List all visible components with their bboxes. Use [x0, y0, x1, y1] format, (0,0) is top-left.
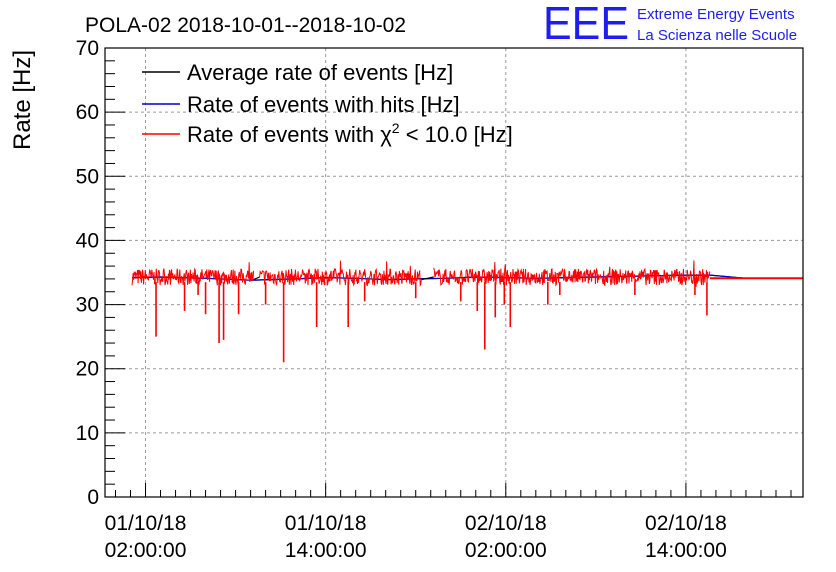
y-tick-label: 20	[76, 358, 99, 381]
series-chi2-band	[131, 262, 255, 286]
x-tick-label-date: 02/10/18	[465, 512, 547, 535]
brand-logo: EEE Extreme Energy Events La Scienza nel…	[543, 0, 797, 49]
legend: Average rate of events [Hz] Rate of even…	[142, 60, 513, 147]
y-tick-label: 30	[76, 294, 99, 317]
y-tick-label: 50	[76, 165, 99, 188]
series-layer	[131, 260, 803, 363]
legend-label-average: Average rate of events [Hz]	[187, 60, 453, 85]
chart-title: POLA-02 2018-10-01--2018-10-02	[85, 14, 406, 37]
y-tick-label: 60	[76, 101, 99, 124]
eee-logo-text: EEE	[543, 0, 629, 49]
series-chi2-band	[433, 260, 711, 287]
series-gap-connector	[253, 276, 260, 281]
series-gap-connector	[421, 276, 434, 281]
legend-label-hits: Rate of events with hits [Hz]	[187, 92, 460, 117]
legend-label-chi2: Rate of events with χ2 < 10.0 [Hz]	[187, 120, 513, 147]
y-axis-title: Rate [Hz]	[9, 50, 36, 150]
plot-frame	[104, 47, 804, 498]
brand-line-1: Extreme Energy Events	[637, 6, 795, 23]
x-tick-label-time: 02:00:00	[105, 539, 187, 562]
brand-line-2: La Scienza nelle Scuole	[637, 27, 797, 44]
axis-ticks	[105, 47, 792, 498]
series-chi2-band	[259, 260, 422, 287]
tick-labels: 0 10 20 30 40 50 60 70 01/10/18 02:00:00 01/10/18 1…	[76, 37, 727, 562]
x-tick-label-date: 01/10/18	[285, 512, 367, 535]
y-tick-label: 10	[76, 422, 99, 445]
y-tick-label: 40	[76, 229, 99, 252]
x-tick-label-time: 14:00:00	[285, 539, 367, 562]
x-tick-label-time: 14:00:00	[645, 539, 727, 562]
y-tick-label: 70	[76, 37, 99, 60]
y-tick-label: 0	[87, 486, 99, 509]
x-tick-label-time: 02:00:00	[465, 539, 547, 562]
x-tick-label-date: 02/10/18	[645, 512, 727, 535]
x-tick-label-date: 01/10/18	[105, 512, 187, 535]
